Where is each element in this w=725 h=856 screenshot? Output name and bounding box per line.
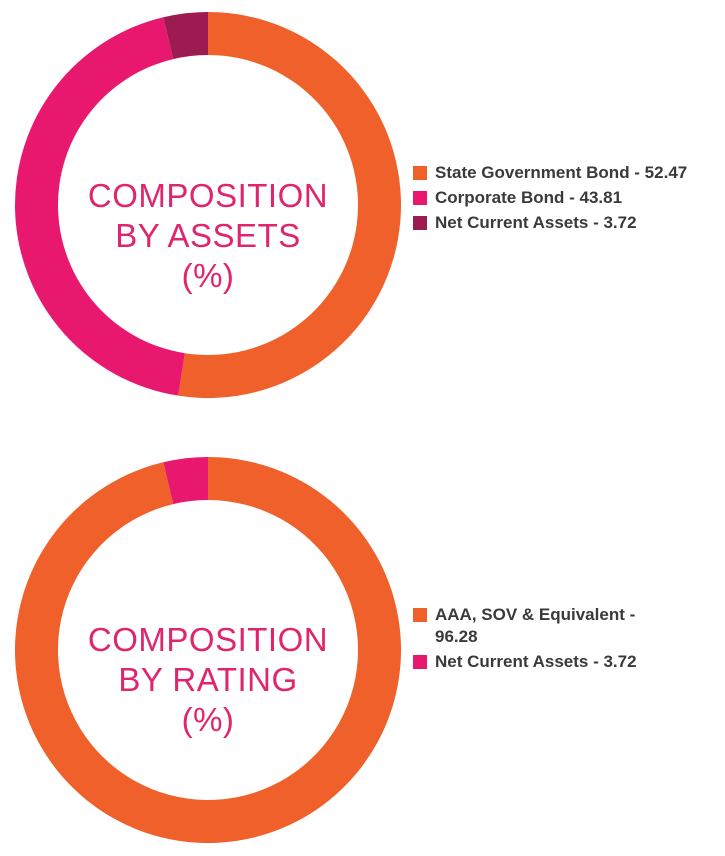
donut-slice-corporate-bond bbox=[15, 17, 185, 396]
legend-swatch bbox=[413, 191, 427, 205]
assets-legend: State Government Bond - 52.47 Corporate … bbox=[413, 162, 718, 237]
legend-item-corporate-bond: Corporate Bond - 43.81 bbox=[413, 187, 718, 209]
donut-slice-net-current-assets bbox=[163, 12, 208, 60]
rating-title-line-3: (%) bbox=[181, 701, 235, 738]
assets-title-line-2: BY ASSETS bbox=[115, 217, 301, 254]
legend-label: Corporate Bond - 43.81 bbox=[435, 188, 623, 207]
composition-by-rating-chart: COMPOSITION BY RATING (%) AAA, SOV & Equ… bbox=[0, 440, 725, 856]
rating-center-title: COMPOSITION BY RATING (%) bbox=[78, 620, 338, 740]
assets-title-line-3: (%) bbox=[181, 257, 235, 294]
assets-title-line-1: COMPOSITION bbox=[87, 177, 329, 214]
donut-slice-net-current-assets bbox=[163, 457, 208, 505]
rating-title-line-1: COMPOSITION bbox=[87, 621, 329, 658]
legend-item-state-government-bond: State Government Bond - 52.47 bbox=[413, 162, 718, 184]
composition-by-assets-chart: COMPOSITION BY ASSETS (%) State Governme… bbox=[0, 0, 725, 420]
assets-donut bbox=[15, 12, 401, 398]
legend-label: Net Current Assets - 3.72 bbox=[435, 652, 637, 671]
legend-swatch bbox=[413, 216, 427, 230]
rating-donut bbox=[15, 457, 401, 843]
legend-label: Net Current Assets - 3.72 bbox=[435, 213, 637, 232]
legend-item-net-current-assets: Net Current Assets - 3.72 bbox=[413, 212, 718, 234]
legend-label: State Government Bond - 52.47 bbox=[435, 163, 688, 182]
legend-item-net-current-assets: Net Current Assets - 3.72 bbox=[413, 651, 663, 673]
donut-slice-state-government-bond bbox=[178, 12, 401, 398]
rating-title-line-2: BY RATING bbox=[118, 661, 298, 698]
assets-center-title: COMPOSITION BY ASSETS (%) bbox=[78, 176, 338, 296]
legend-swatch bbox=[413, 608, 427, 622]
legend-item-aaa-sov-equivalent: AAA, SOV & Equivalent - 96.28 bbox=[413, 604, 663, 648]
rating-legend: AAA, SOV & Equivalent - 96.28 Net Curren… bbox=[413, 604, 663, 676]
legend-swatch bbox=[413, 166, 427, 180]
legend-label: AAA, SOV & Equivalent - 96.28 bbox=[435, 605, 636, 646]
legend-swatch bbox=[413, 655, 427, 669]
